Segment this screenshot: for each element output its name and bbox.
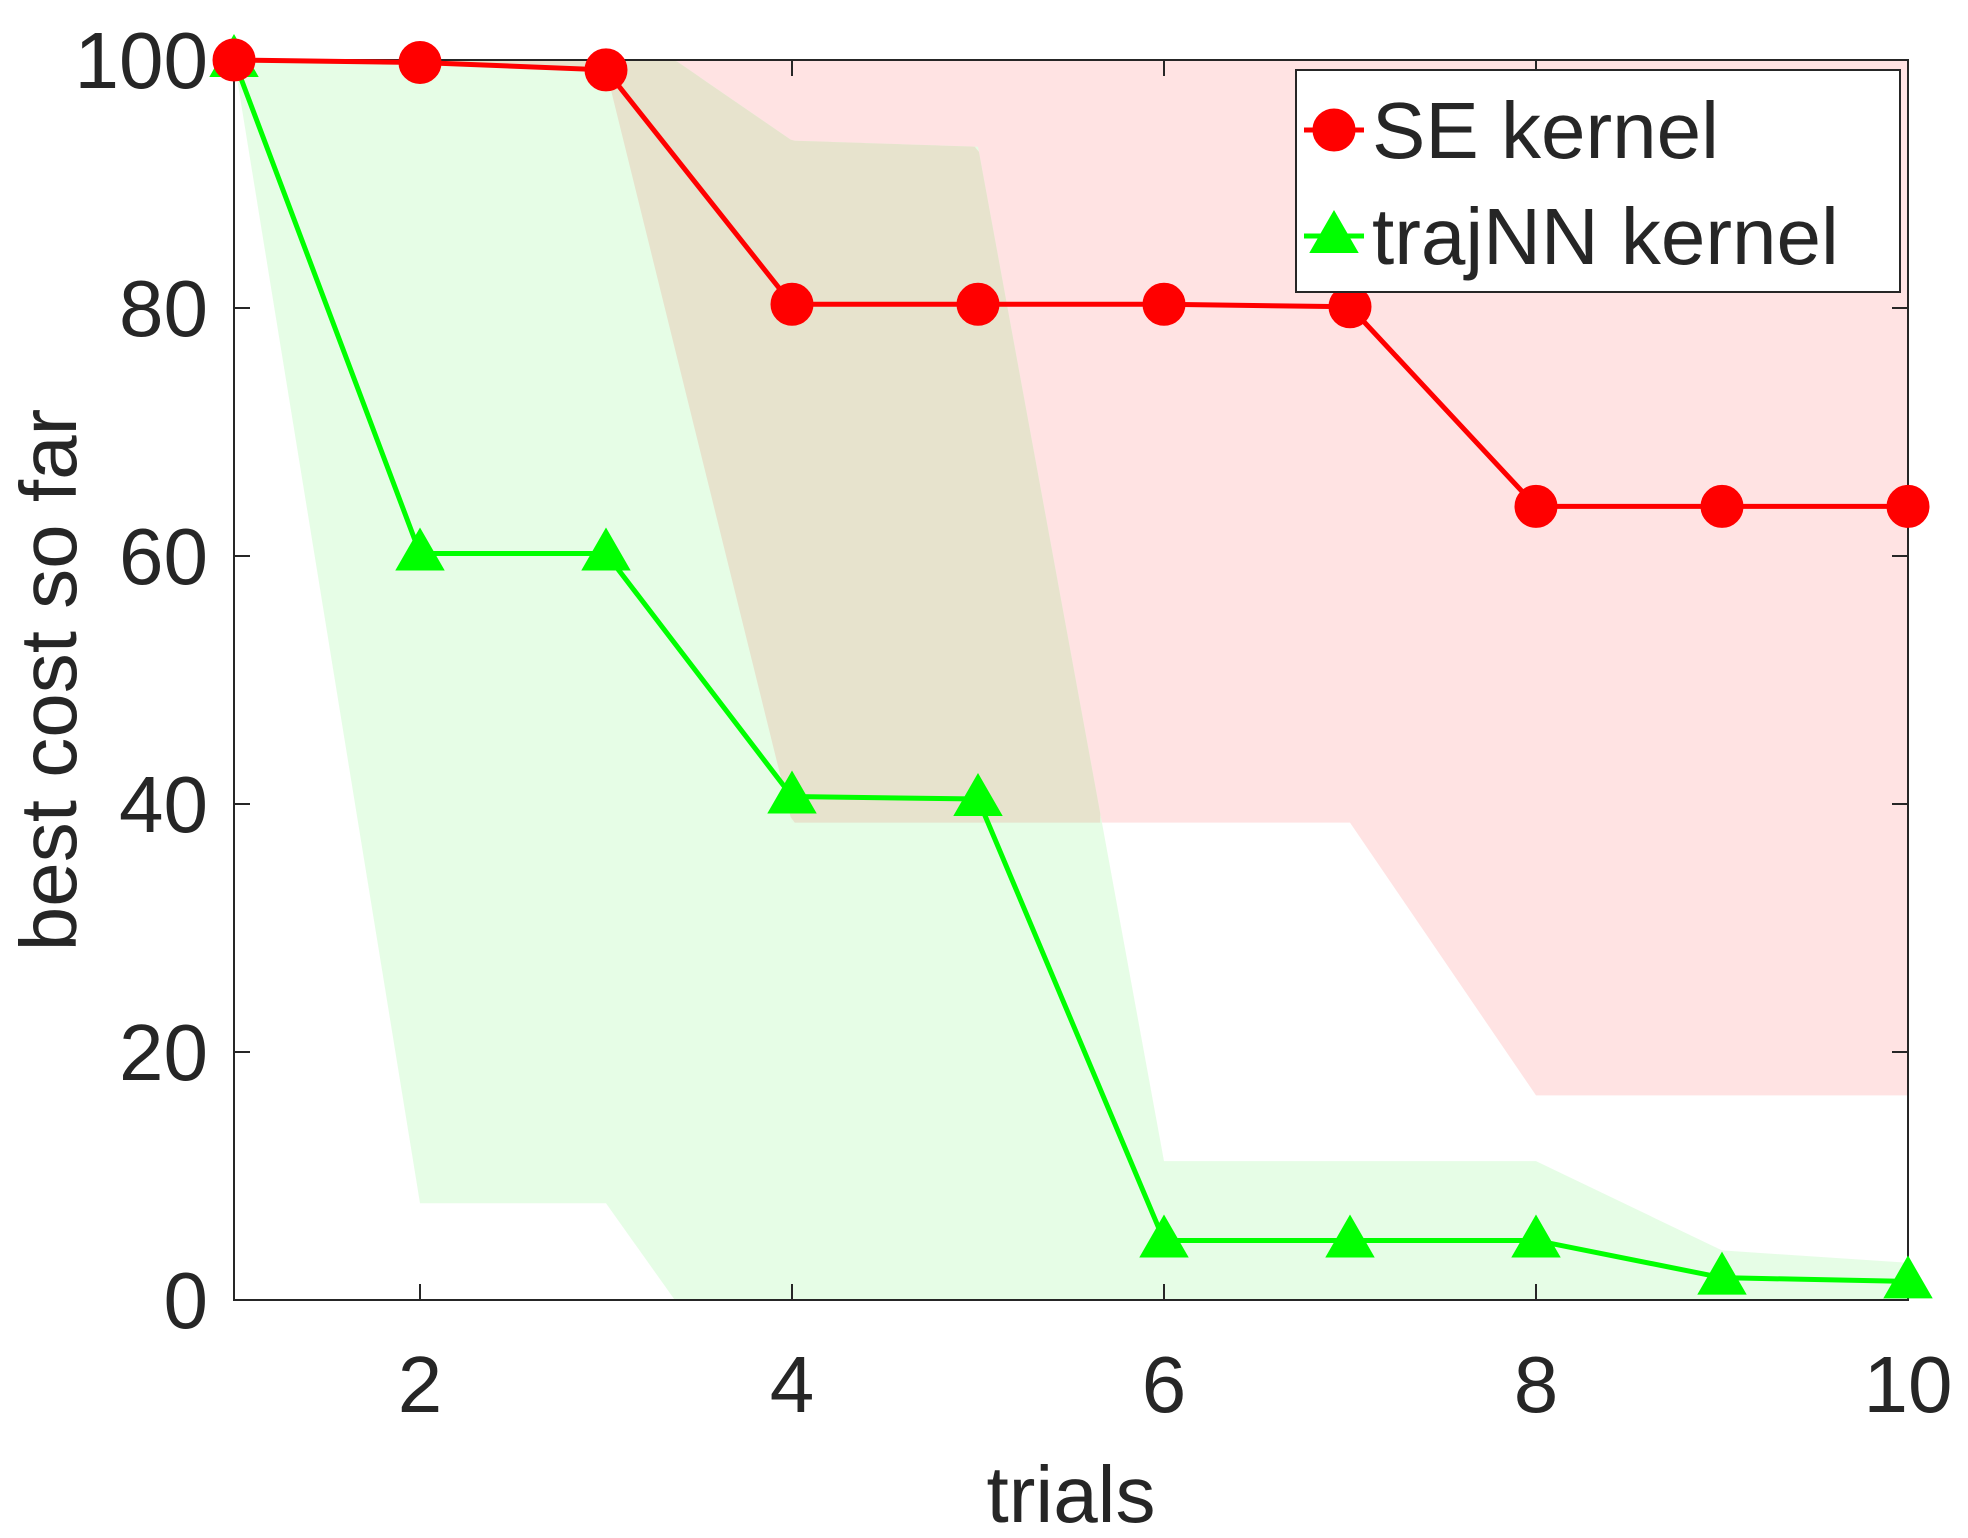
series-se-kernel bbox=[212, 38, 1930, 528]
data-point bbox=[770, 282, 814, 326]
band-se-kernel bbox=[234, 60, 1908, 1096]
data-point bbox=[1142, 282, 1186, 326]
series-trajnn-kernel bbox=[209, 33, 1933, 1299]
data-point bbox=[767, 770, 817, 814]
x-tick-label: 10 bbox=[1864, 1340, 1953, 1429]
band-overlap bbox=[238, 60, 1101, 823]
data-point bbox=[1325, 1214, 1375, 1258]
data-point bbox=[953, 773, 1003, 817]
data-point bbox=[395, 527, 445, 571]
y-tick-label: 100 bbox=[75, 16, 208, 105]
x-tick-label: 2 bbox=[398, 1340, 443, 1429]
data-point bbox=[581, 527, 631, 571]
series-layer bbox=[209, 33, 1933, 1299]
legend-marker bbox=[1312, 108, 1356, 152]
y-tick-label: 40 bbox=[119, 760, 208, 849]
legend: SE kernel trajNN kernel bbox=[1295, 69, 1901, 293]
legend-box bbox=[1295, 69, 1901, 293]
data-point bbox=[212, 38, 256, 82]
confidence-bands bbox=[234, 60, 1908, 1300]
data-point bbox=[1883, 1255, 1933, 1299]
legend-entry: trajNN kernel bbox=[1304, 192, 1839, 281]
data-point bbox=[584, 48, 628, 92]
data-point bbox=[1511, 1214, 1561, 1258]
data-point bbox=[1700, 484, 1744, 528]
data-point bbox=[1886, 484, 1930, 528]
y-tick-label: 80 bbox=[119, 264, 208, 353]
x-tick-label: 4 bbox=[770, 1340, 815, 1429]
legend-label: SE kernel bbox=[1372, 86, 1719, 175]
y-tick-label: 0 bbox=[164, 1256, 209, 1345]
y-tick-label: 20 bbox=[119, 1008, 208, 1097]
x-axis-label: trials bbox=[987, 1450, 1156, 1538]
x-tick-label: 6 bbox=[1142, 1340, 1187, 1429]
data-point bbox=[1514, 484, 1558, 528]
legend-label: trajNN kernel bbox=[1372, 192, 1839, 281]
y-axis-label: best cost so far bbox=[4, 409, 93, 951]
legend-entry: SE kernel bbox=[1304, 86, 1719, 175]
series-line bbox=[233, 57, 1908, 509]
data-point bbox=[956, 282, 1000, 326]
x-tick-label: 8 bbox=[1514, 1340, 1559, 1429]
data-point bbox=[398, 40, 442, 84]
data-point bbox=[1697, 1251, 1747, 1295]
data-point bbox=[1139, 1214, 1189, 1258]
y-tick-label: 60 bbox=[119, 512, 208, 601]
legend-marker bbox=[1309, 209, 1359, 253]
series-line bbox=[231, 59, 1909, 1284]
plot-frame bbox=[233, 59, 1909, 1301]
